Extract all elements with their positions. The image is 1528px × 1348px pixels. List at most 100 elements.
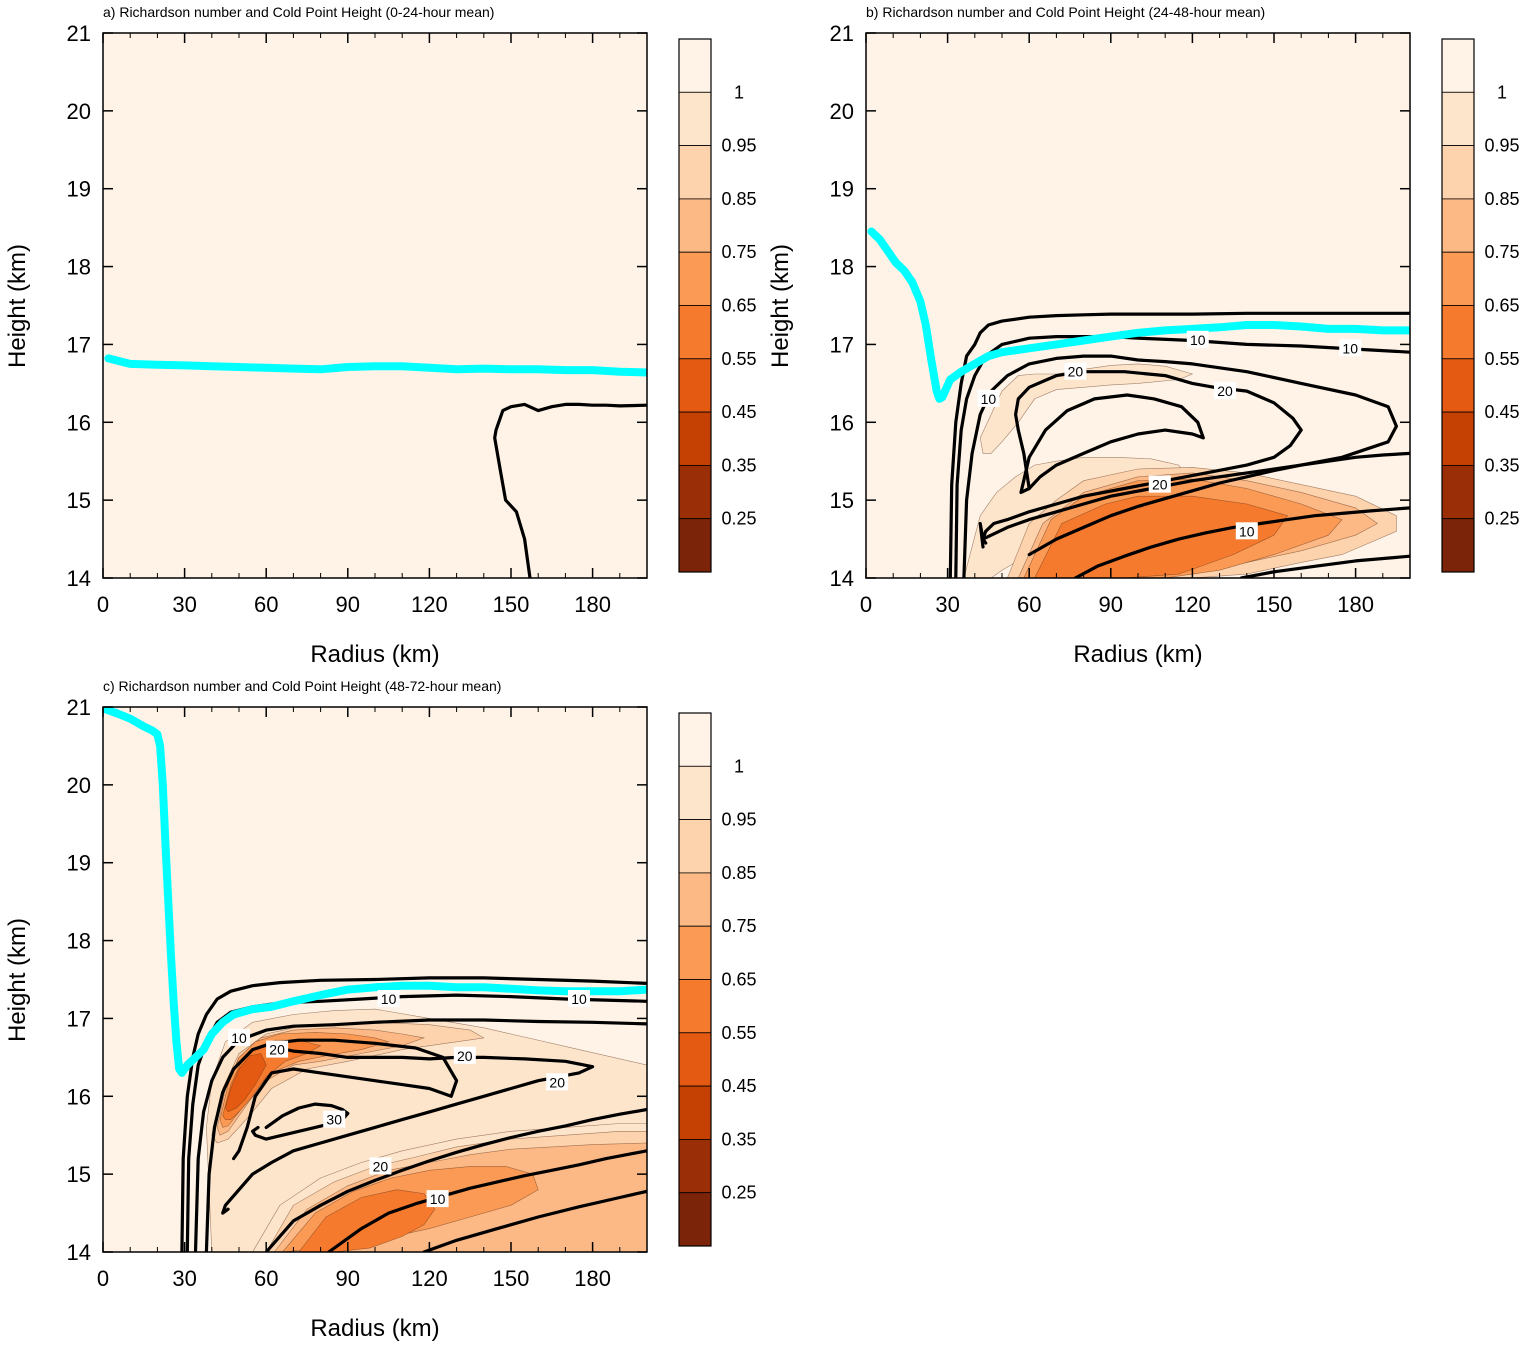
x-tick-label: 30 [172,592,196,617]
panel-b-contour-labels: 10 10 10 20 20 20 10 [977,330,1362,540]
panel-b-contour-lines [948,311,1410,578]
svg-text:30: 30 [326,1112,342,1128]
panel-b-cold-point-height [867,227,1410,403]
filled-region-0.55 [298,1189,436,1252]
colorbar-label: 0.45 [1484,402,1519,422]
y-tick-label: 20 [830,99,854,124]
colorbar-box [678,464,712,520]
panel-c-xlabel: Radius (km) [310,1315,439,1342]
panel-b-title: b) Richardson number and Cold Point Heig… [866,4,1265,20]
colorbar-box [1441,518,1475,573]
y-tick-label: 20 [67,773,91,798]
colorbar-box [678,145,712,200]
contour-label: 20 [453,1046,476,1064]
x-tick-label: 150 [493,592,530,617]
svg-text:20: 20 [1068,364,1084,380]
colorbar-label: 1 [1497,82,1507,102]
x-tick-label: 90 [336,1266,360,1291]
y-tick-label: 19 [67,851,91,876]
colorbar-label: 0.75 [721,242,756,262]
colorbar-box [678,305,712,360]
panel-c-cold-point-height [103,707,647,1077]
x-tick-label: 150 [1256,592,1293,617]
svg-text:20: 20 [1152,477,1168,493]
y-tick-label: 14 [67,1240,91,1265]
colorbar-label: 0.65 [721,296,756,316]
contour-line [327,1149,647,1252]
y-tick-label: 14 [67,566,91,591]
contour-line [1027,451,1410,557]
contour-label: 10 [977,389,1000,407]
svg-text:20: 20 [1217,383,1233,399]
colorbar-label: 0.55 [1484,349,1519,369]
colorbar-label: 0.45 [721,1076,756,1096]
y-tick-label: 16 [67,410,91,435]
colorbar-box [1441,464,1475,520]
colorbar-box [678,198,712,253]
y-tick-label: 18 [67,255,91,280]
x-tick-label: 60 [254,1266,278,1291]
colorbar-label: 0.35 [721,1129,756,1149]
colorbar-label: 0.65 [1484,296,1519,316]
x-tick-label: 180 [1337,592,1374,617]
colorbar-box [678,1085,712,1140]
y-tick-label: 19 [67,177,91,202]
colorbar-box [678,251,712,306]
panel-a-title: a) Richardson number and Cold Point Heig… [103,4,494,20]
colorbar-label: 0.85 [721,863,756,883]
contour-label: 10 [228,1028,250,1046]
panel-a-ylabel: Height (km) [4,244,31,368]
colorbar-box [678,91,712,147]
colorbar-label: 0.25 [721,509,756,529]
contour-label: 10 [377,990,400,1007]
contour-label: 10 [1235,522,1258,540]
contour-label: 10 [426,1190,449,1208]
x-tick-label: 30 [172,1266,196,1291]
contour-line [422,1189,647,1252]
x-tick-label: 180 [574,1266,611,1291]
x-tick-label: 0 [97,592,109,617]
colorbar-box [1441,198,1475,253]
panel-b-xlabel: Radius (km) [1073,641,1202,668]
svg-text:20: 20 [269,1042,285,1058]
x-tick-label: 60 [254,592,278,617]
x-tick-label: 180 [574,592,611,617]
y-tick-label: 18 [67,929,91,954]
contour-label: 20 [1148,475,1171,493]
x-tick-label: 120 [411,592,448,617]
colorbar-box [678,765,712,820]
svg-text:20: 20 [457,1048,473,1064]
colorbar-box [678,358,712,413]
y-tick-label: 14 [830,566,854,591]
colorbar-box [678,518,712,573]
panel-c-title: c) Richardson number and Cold Point Heig… [103,678,501,694]
contour-line [948,311,1410,578]
panel-a-xlabel: Radius (km) [310,641,439,668]
contour-label: 20 [1214,382,1236,400]
y-tick-label: 15 [67,488,91,513]
colorbar-label: 0.25 [1484,509,1519,529]
panel-c-ylabel: Height (km) [4,918,31,1042]
contour-line [193,1018,647,1252]
colorbar-label: 0.95 [721,810,756,830]
svg-text:10: 10 [981,391,997,407]
colorbar-box [678,411,712,466]
y-tick-label: 17 [67,332,91,357]
colorbar-label: 0.85 [1484,189,1519,209]
contour-line [264,1107,647,1252]
contour-label: 20 [546,1073,569,1091]
panel-a: a) Richardson number and Cold Point Heig… [4,4,757,668]
x-tick-label: 90 [1099,592,1123,617]
x-tick-label: 30 [935,592,959,617]
y-tick-label: 15 [830,488,854,513]
y-tick-label: 17 [830,332,854,357]
x-tick-label: 150 [493,1266,530,1291]
contour-line [954,335,1410,578]
svg-text:10: 10 [1190,332,1206,348]
svg-text:10: 10 [1342,340,1358,356]
colorbar-label: 0.25 [721,1183,756,1203]
colorbar-label: 0.95 [1484,136,1519,156]
y-tick-label: 16 [830,410,854,435]
contour-label: 10 [568,990,590,1007]
contour-line [204,1038,459,1252]
